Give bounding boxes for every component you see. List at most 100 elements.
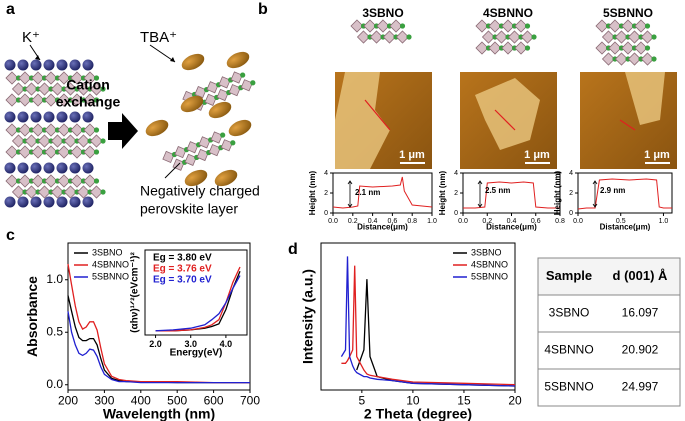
tba-ion: [184, 169, 208, 187]
pointer: [164, 162, 181, 179]
octahedron: [31, 145, 45, 159]
octahedron: [5, 123, 19, 137]
atom: [93, 127, 100, 133]
octahedron: [83, 145, 97, 159]
atom: [250, 80, 256, 86]
k-ion: [82, 111, 94, 123]
x-axis-label: Distance(μm): [357, 222, 408, 231]
annotation: 2.9 nm: [600, 186, 625, 195]
atom: [93, 75, 100, 81]
table-header: d (001) Å: [613, 268, 669, 283]
series-line: [155, 266, 241, 332]
y-tick-label: 0: [569, 210, 573, 217]
octahedron: [608, 19, 622, 33]
octahedron: [50, 134, 65, 148]
annotation: Eg = 3.70 eV: [153, 275, 212, 286]
x-tick-label: 3.0: [184, 339, 197, 349]
tba-ion: [181, 53, 205, 71]
octahedron: [520, 30, 535, 44]
legend-label: 3SBNO: [92, 247, 123, 257]
octahedron: [634, 41, 648, 55]
atom: [406, 34, 412, 40]
annotation: 2.5 nm: [485, 186, 510, 195]
atom: [524, 45, 531, 51]
annotation: Eg = 3.80 eV: [153, 253, 212, 264]
octahedron: [5, 93, 19, 107]
x-tick-label: 200: [58, 393, 78, 407]
series-line: [577, 178, 672, 210]
step-arrow: [477, 180, 483, 208]
y-tick-label: 0: [324, 210, 328, 217]
table-cell: 16.097: [622, 306, 659, 320]
octahedron: [595, 19, 609, 33]
octahedron: [228, 84, 241, 97]
octahedron: [18, 71, 32, 85]
octahedron: [31, 174, 45, 188]
arrowhead: [170, 57, 175, 62]
x-tick-label: 2.0: [149, 339, 162, 349]
k-ion: [17, 111, 29, 123]
series-line: [332, 176, 433, 209]
k-ion: [4, 196, 16, 208]
octahedron: [196, 148, 209, 162]
y-tick-label: 4: [454, 170, 458, 177]
atom: [100, 138, 106, 144]
flake: [625, 72, 665, 125]
legend-label: 5SBNNO: [92, 271, 129, 281]
octahedron: [44, 93, 58, 107]
step-arrow: [592, 180, 598, 208]
octahedron: [18, 93, 32, 107]
k-ion: [56, 59, 68, 71]
x-tick-label: 0.0: [458, 218, 468, 225]
octahedron: [63, 185, 78, 199]
k-ion: [69, 59, 81, 71]
octahedron: [57, 93, 71, 107]
legend-label: 4SBNNO: [92, 259, 129, 269]
chart: 5 10 15 20 2 Theta (degree) Intensity (a.u.) 3…: [299, 242, 522, 421]
atom: [651, 56, 657, 62]
table: Sample d (001) Å 3SBNO 16.097 4SBNNO 20.902 5S…: [537, 257, 681, 407]
scale-bar-label: 1 μm: [399, 149, 425, 161]
octahedron: [18, 174, 32, 188]
octahedron: [621, 19, 635, 33]
octahedron: [356, 30, 371, 44]
k-ion: [30, 196, 42, 208]
x-tick-label: 0.4: [507, 218, 517, 225]
tba-ion: [208, 101, 232, 119]
octahedron: [57, 145, 71, 159]
octahedron: [57, 174, 71, 188]
octahedron: [31, 93, 45, 107]
atom: [100, 86, 106, 92]
atom: [100, 189, 106, 195]
k-label: K⁺: [22, 29, 40, 46]
x-axis-label: Energy(eV): [170, 348, 223, 359]
chart: 200 300 400 500 600 700 0.0 0.5 1.0 Wavelength (n…: [24, 242, 260, 421]
scale-bar-label: 1 μm: [644, 149, 670, 161]
k-ion: [56, 162, 68, 174]
x-tick-label: 0.6: [531, 218, 541, 225]
y-tick-label: 0.0: [46, 377, 63, 391]
k-ion: [30, 162, 42, 174]
table-header: Sample: [546, 268, 592, 283]
octahedron: [76, 185, 91, 199]
octahedron: [627, 52, 642, 66]
legend-label: 3SBNO: [471, 247, 502, 257]
table-cell: 20.902: [622, 343, 659, 357]
x-tick-label: 5: [358, 393, 365, 407]
octahedron: [18, 123, 32, 137]
k-ion: [69, 162, 81, 174]
annotation: Eg = 3.76 eV: [153, 264, 212, 275]
octahedron: [210, 131, 223, 144]
octahedron: [501, 41, 515, 55]
octahedron: [627, 30, 642, 44]
octahedron: [230, 71, 243, 84]
tba-ion: [226, 51, 250, 69]
series-line: [356, 279, 516, 387]
x-tick-label: 0.2: [482, 218, 492, 225]
k-ion: [43, 196, 55, 208]
tba-ion: [228, 119, 252, 137]
octahedron: [70, 93, 84, 107]
crystal: [595, 19, 657, 66]
arrowhead: [35, 55, 40, 60]
